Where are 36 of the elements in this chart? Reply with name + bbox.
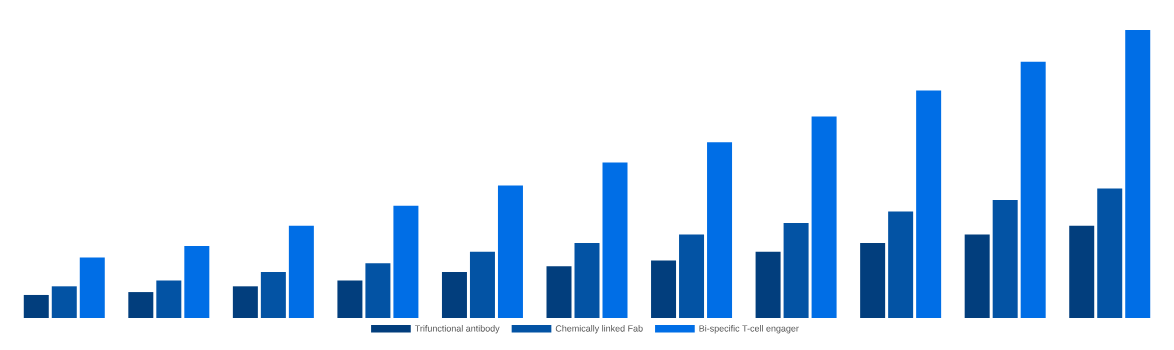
bar bbox=[232, 286, 258, 318]
bar bbox=[811, 116, 837, 318]
bar bbox=[23, 294, 49, 318]
legend-label: Chemically linked Fab bbox=[555, 325, 643, 334]
bar bbox=[1069, 225, 1095, 318]
bar bbox=[755, 251, 781, 318]
bar bbox=[707, 142, 733, 318]
legend-label: Trifunctional antibody bbox=[414, 325, 500, 334]
bar bbox=[79, 257, 105, 318]
bar bbox=[1097, 188, 1123, 318]
bar bbox=[783, 222, 809, 318]
bar bbox=[128, 292, 154, 318]
bar bbox=[651, 260, 677, 318]
bar bbox=[156, 280, 182, 318]
bar bbox=[860, 243, 886, 318]
bar bbox=[260, 271, 286, 318]
bar bbox=[441, 271, 467, 318]
bar bbox=[602, 162, 628, 318]
bar bbox=[546, 266, 572, 318]
bar bbox=[992, 199, 1018, 318]
bar bbox=[337, 280, 363, 318]
bar bbox=[916, 90, 942, 318]
bar bbox=[184, 246, 210, 318]
bar bbox=[393, 205, 419, 318]
bar bbox=[574, 243, 600, 318]
bar bbox=[497, 185, 523, 318]
bar bbox=[964, 234, 990, 318]
bar bbox=[365, 263, 391, 318]
bar bbox=[51, 286, 77, 318]
bar bbox=[679, 234, 705, 318]
bar bbox=[1125, 30, 1151, 318]
legend-label: Bi-specific T-cell engager bbox=[699, 325, 799, 334]
bar bbox=[888, 211, 914, 318]
bar bbox=[469, 251, 495, 318]
bar bbox=[1020, 61, 1046, 318]
bar bbox=[288, 225, 314, 318]
